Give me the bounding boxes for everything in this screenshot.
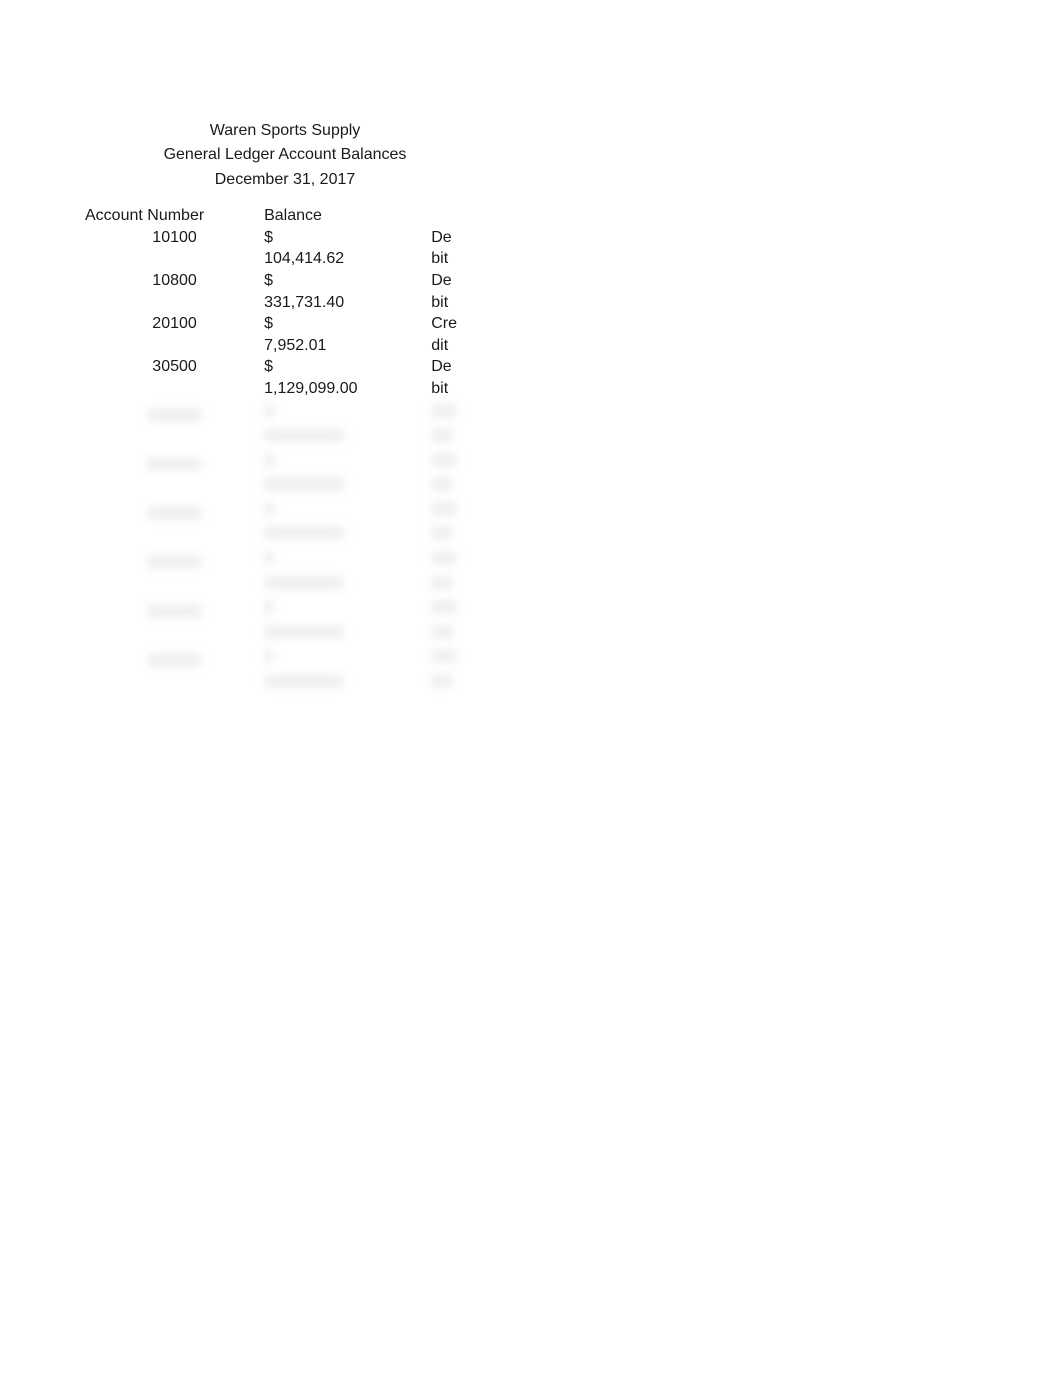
cell-account: 20100 [85,313,264,356]
type-line1: De [431,227,485,249]
balance-prefix: $ [264,227,431,249]
cell-type-blurred [431,547,485,596]
balance-prefix: $ [264,356,431,378]
cell-type-blurred [431,449,485,498]
type-line2: dit [431,335,485,357]
cell-balance: $ 104,414.62 [264,227,431,270]
column-header-balance: Balance [264,205,431,227]
table-row: 10100 $ 104,414.62 De bit [85,227,485,270]
table-row-blurred [85,449,485,498]
balance-value: 104,414.62 [264,248,431,270]
type-line1: Cre [431,313,485,335]
balance-value: 7,952.01 [264,335,431,357]
table-row-blurred [85,498,485,547]
column-header-account: Account Number [85,205,264,227]
cell-balance-blurred [264,596,431,645]
cell-account-blurred [85,547,264,596]
balances-table: Account Number Balance 10100 $ 104,414.6… [85,205,485,694]
cell-type: De bit [431,270,485,313]
type-line2: bit [431,292,485,314]
table-row-blurred [85,645,485,694]
table-row: 20100 $ 7,952.01 Cre dit [85,313,485,356]
cell-account: 10800 [85,270,264,313]
balance-prefix: $ [264,313,431,335]
cell-balance: $ 331,731.40 [264,270,431,313]
cell-balance-blurred [264,449,431,498]
cell-account-blurred [85,498,264,547]
cell-balance: $ 1,129,099.00 [264,356,431,399]
balance-value: 1,129,099.00 [264,378,431,400]
type-line2: bit [431,248,485,270]
cell-type-blurred [431,498,485,547]
report-title: General Ledger Account Balances [85,144,485,166]
cell-balance-blurred [264,547,431,596]
cell-type: De bit [431,227,485,270]
table-row-blurred [85,596,485,645]
cell-type: Cre dit [431,313,485,356]
balance-prefix: $ [264,270,431,292]
cell-balance-blurred [264,498,431,547]
type-line1: De [431,270,485,292]
table-row: 30500 $ 1,129,099.00 De bit [85,356,485,399]
cell-type: De bit [431,356,485,399]
cell-balance-blurred [264,645,431,694]
cell-account-blurred [85,400,264,449]
cell-account: 10100 [85,227,264,270]
cell-account-blurred [85,645,264,694]
report-content: Waren Sports Supply General Ledger Accou… [85,120,485,695]
table-row-blurred [85,400,485,449]
cell-account-blurred [85,596,264,645]
cell-account-blurred [85,449,264,498]
cell-type-blurred [431,645,485,694]
cell-type-blurred [431,596,485,645]
cell-type-blurred [431,400,485,449]
report-date: December 31, 2017 [85,169,485,191]
table-row: 10800 $ 331,731.40 De bit [85,270,485,313]
type-line2: bit [431,378,485,400]
table-row-blurred [85,547,485,596]
cell-balance: $ 7,952.01 [264,313,431,356]
table-header-row: Account Number Balance [85,205,485,227]
cell-balance-blurred [264,400,431,449]
company-name: Waren Sports Supply [85,120,485,142]
type-line1: De [431,356,485,378]
cell-account: 30500 [85,356,264,399]
balance-value: 331,731.40 [264,292,431,314]
column-header-type [431,205,485,227]
